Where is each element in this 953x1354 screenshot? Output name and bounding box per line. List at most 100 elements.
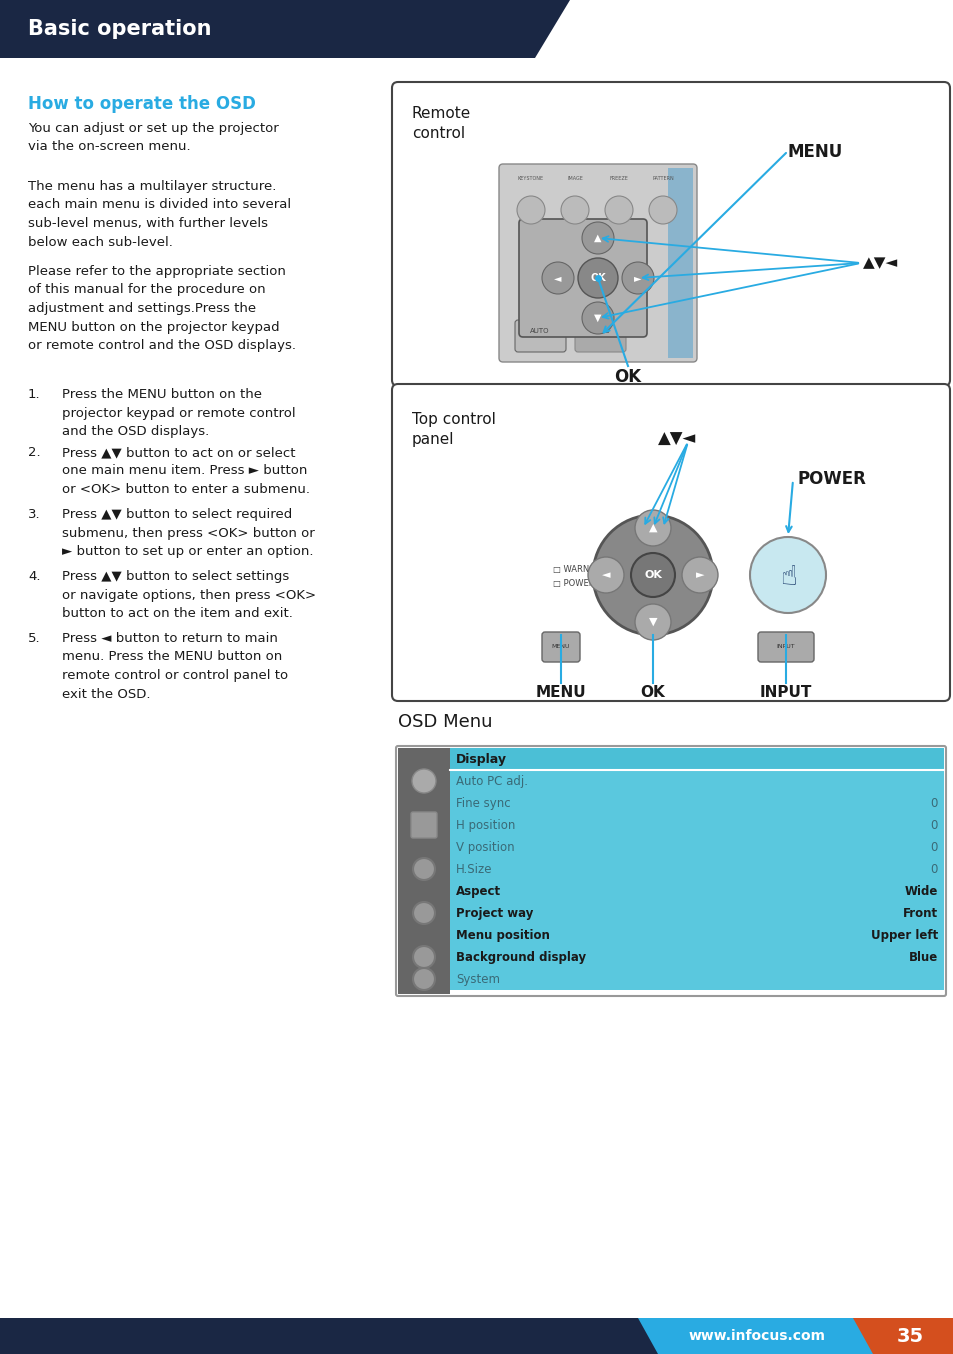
FancyBboxPatch shape: [450, 814, 943, 835]
Text: INPUT: INPUT: [776, 645, 795, 650]
Text: MENU: MENU: [589, 328, 610, 334]
Text: □ POWER: □ POWER: [553, 580, 594, 588]
Circle shape: [413, 968, 435, 990]
Text: IMAGE: IMAGE: [566, 176, 582, 181]
Text: 4.: 4.: [28, 570, 40, 584]
Text: control: control: [412, 126, 465, 141]
Text: OK: OK: [643, 570, 661, 580]
Text: Front: Front: [902, 907, 937, 919]
Text: Wide: Wide: [903, 886, 937, 898]
FancyBboxPatch shape: [392, 385, 949, 701]
Polygon shape: [852, 1317, 953, 1354]
FancyBboxPatch shape: [575, 320, 625, 352]
Circle shape: [648, 196, 677, 223]
Circle shape: [749, 538, 825, 613]
FancyBboxPatch shape: [518, 219, 646, 337]
Text: ►: ►: [634, 274, 641, 283]
FancyBboxPatch shape: [450, 747, 943, 770]
FancyBboxPatch shape: [395, 746, 945, 997]
Text: AUTO: AUTO: [530, 328, 549, 334]
Polygon shape: [667, 168, 692, 357]
Text: V position: V position: [456, 841, 514, 854]
Text: 0: 0: [929, 819, 937, 831]
Text: 35: 35: [896, 1327, 923, 1346]
Text: POWER: POWER: [797, 470, 866, 487]
Text: KEYSTONE: KEYSTONE: [517, 176, 543, 181]
Circle shape: [621, 263, 654, 294]
Text: OSD Menu: OSD Menu: [397, 714, 492, 731]
Circle shape: [581, 222, 614, 255]
Circle shape: [413, 946, 435, 968]
Circle shape: [578, 259, 618, 298]
FancyBboxPatch shape: [450, 792, 943, 814]
FancyBboxPatch shape: [411, 812, 436, 838]
Text: Press the MENU button on the
projector keypad or remote control
and the OSD disp: Press the MENU button on the projector k…: [62, 389, 295, 437]
FancyBboxPatch shape: [758, 632, 813, 662]
Text: Background display: Background display: [456, 951, 585, 964]
Text: panel: panel: [412, 432, 454, 447]
Text: 3.: 3.: [28, 508, 41, 521]
Text: www.infocus.com: www.infocus.com: [688, 1330, 824, 1343]
Circle shape: [635, 510, 670, 546]
Circle shape: [541, 263, 574, 294]
Circle shape: [517, 196, 544, 223]
Text: 0: 0: [929, 841, 937, 854]
Text: Please refer to the appropriate section
of this manual for the procedure on
adju: Please refer to the appropriate section …: [28, 265, 295, 352]
Text: You can adjust or set up the projector
via the on-screen menu.: You can adjust or set up the projector v…: [28, 122, 278, 153]
FancyBboxPatch shape: [397, 747, 450, 994]
FancyBboxPatch shape: [450, 968, 943, 990]
Text: ☝: ☝: [779, 563, 796, 590]
Circle shape: [630, 552, 675, 597]
Text: Blue: Blue: [908, 951, 937, 964]
Text: H position: H position: [456, 819, 515, 831]
Circle shape: [413, 858, 435, 880]
Circle shape: [581, 302, 614, 334]
Text: How to operate the OSD: How to operate the OSD: [28, 95, 255, 112]
Circle shape: [593, 515, 712, 635]
Text: INPUT: INPUT: [759, 685, 811, 700]
FancyBboxPatch shape: [450, 946, 943, 968]
Circle shape: [412, 769, 436, 793]
FancyBboxPatch shape: [450, 880, 943, 902]
Text: MENU: MENU: [551, 645, 570, 650]
Text: FREEZE: FREEZE: [609, 176, 628, 181]
FancyBboxPatch shape: [450, 770, 943, 792]
Text: OK: OK: [640, 685, 664, 700]
Text: Remote: Remote: [412, 106, 471, 121]
Text: ►: ►: [695, 570, 703, 580]
Circle shape: [604, 196, 633, 223]
Text: H.Size: H.Size: [456, 862, 492, 876]
Circle shape: [413, 902, 435, 923]
Text: Menu position: Menu position: [456, 929, 549, 942]
Text: 0: 0: [929, 798, 937, 810]
Text: The menu has a multilayer structure.
each main menu is divided into several
sub-: The menu has a multilayer structure. eac…: [28, 180, 291, 249]
Text: Upper left: Upper left: [870, 929, 937, 942]
Text: System: System: [456, 974, 499, 986]
Text: ▼: ▼: [594, 313, 601, 324]
Text: 0: 0: [929, 862, 937, 876]
Text: ▲▼◄: ▲▼◄: [658, 431, 696, 448]
FancyBboxPatch shape: [515, 320, 565, 352]
Circle shape: [681, 556, 718, 593]
Polygon shape: [0, 1317, 659, 1354]
Text: ▼: ▼: [648, 617, 657, 627]
Text: Press ◄ button to return to main
menu. Press the MENU button on
remote control o: Press ◄ button to return to main menu. P…: [62, 632, 288, 700]
Text: 2.: 2.: [28, 445, 41, 459]
Text: MENU: MENU: [787, 144, 842, 161]
Text: 5.: 5.: [28, 632, 41, 645]
Text: PATTERN: PATTERN: [652, 176, 673, 181]
Circle shape: [587, 556, 623, 593]
Text: ▲▼◄: ▲▼◄: [862, 256, 898, 271]
Text: ▲: ▲: [594, 233, 601, 242]
Text: Display: Display: [456, 753, 506, 766]
FancyBboxPatch shape: [392, 83, 949, 386]
Polygon shape: [638, 1317, 874, 1354]
FancyBboxPatch shape: [450, 923, 943, 946]
Text: Project way: Project way: [456, 907, 533, 919]
FancyBboxPatch shape: [450, 902, 943, 923]
Text: OK: OK: [590, 274, 605, 283]
Text: ◄: ◄: [601, 570, 610, 580]
Text: Press ▲▼ button to select required
submenu, then press <OK> button or
► button t: Press ▲▼ button to select required subme…: [62, 508, 314, 558]
Text: ▲: ▲: [648, 523, 657, 533]
Text: Press ▲▼ button to act on or select
one main menu item. Press ► button
or <OK> b: Press ▲▼ button to act on or select one …: [62, 445, 310, 496]
